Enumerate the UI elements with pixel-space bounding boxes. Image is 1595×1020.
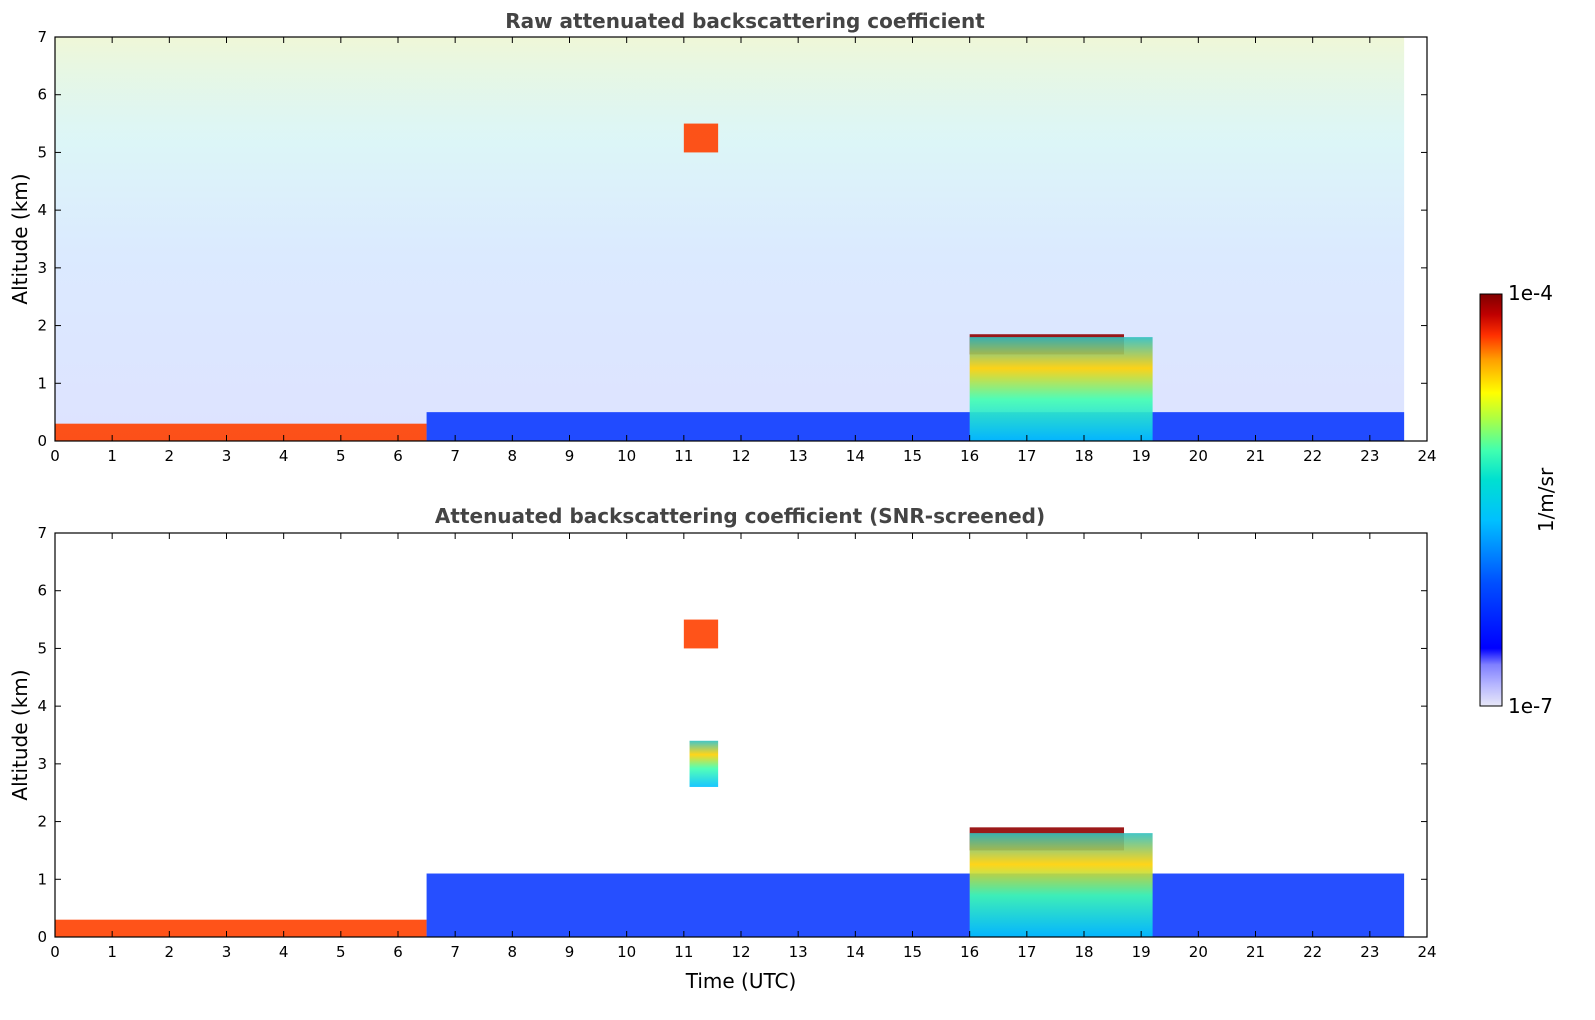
x-tick-label: 12 xyxy=(731,447,750,465)
x-tick-label: 16 xyxy=(960,447,979,465)
x-tick-label: 7 xyxy=(450,447,460,465)
x-tick-label: 6 xyxy=(393,943,403,961)
x-tick-label: 19 xyxy=(1132,943,1151,961)
feature-surface-layer xyxy=(55,423,427,441)
feature-mid-feature xyxy=(689,740,719,787)
x-tick-label: 21 xyxy=(1246,943,1265,961)
feature-precipitation xyxy=(969,337,1153,441)
x-tick-label: 3 xyxy=(222,447,232,465)
x-tick-label: 11 xyxy=(674,447,693,465)
y-tick-label: 6 xyxy=(37,86,47,104)
y-tick-label: 0 xyxy=(37,432,47,450)
y-tick-label: 4 xyxy=(37,201,47,219)
x-tick-label: 20 xyxy=(1189,943,1208,961)
x-tick-label: 11 xyxy=(674,943,693,961)
x-tick-label: 8 xyxy=(508,943,518,961)
x-tick-label: 14 xyxy=(846,943,865,961)
x-tick-label: 2 xyxy=(165,447,175,465)
screened-y-axis: 0 1 2 3 4 5 6 7 xyxy=(37,524,1427,946)
x-tick-label: 7 xyxy=(450,943,460,961)
x-tick-label: 15 xyxy=(903,943,922,961)
x-axis-label: Time (UTC) xyxy=(685,969,797,993)
y-tick-label: 6 xyxy=(37,582,47,600)
noise-field xyxy=(55,37,1405,441)
x-tick-label: 20 xyxy=(1189,447,1208,465)
colorbar-min-label: 1e-7 xyxy=(1508,694,1553,718)
x-tick-label: 17 xyxy=(1017,447,1036,465)
y-tick-label: 7 xyxy=(37,28,47,46)
x-tick-label: 18 xyxy=(1074,943,1093,961)
y-tick-label: 3 xyxy=(37,259,47,277)
x-tick-label: 23 xyxy=(1360,447,1379,465)
x-tick-label: 23 xyxy=(1360,943,1379,961)
y-tick-label: 4 xyxy=(37,697,47,715)
x-tick-label: 13 xyxy=(789,447,808,465)
y-tick-label: 3 xyxy=(37,755,47,773)
x-tick-label: 24 xyxy=(1417,447,1436,465)
raw-panel-title: Raw attenuated backscattering coefficien… xyxy=(505,9,985,33)
screened-panel-title: Attenuated backscattering coefficient (S… xyxy=(435,504,1045,528)
x-tick-label: 16 xyxy=(960,943,979,961)
y-tick-label: 2 xyxy=(37,813,47,831)
x-tick-label: 2 xyxy=(165,943,175,961)
x-tick-label: 5 xyxy=(336,943,346,961)
colorbar-gradient xyxy=(1479,293,1503,707)
colorbar-units-label: 1/m/sr xyxy=(1534,467,1558,532)
x-tick-label: 10 xyxy=(617,943,636,961)
x-tick-label: 9 xyxy=(565,447,575,465)
raw-y-axis-label: Altitude (km) xyxy=(8,173,32,304)
feature-precipitation xyxy=(969,833,1153,937)
x-tick-label: 4 xyxy=(279,943,289,961)
x-tick-label: 1 xyxy=(107,943,117,961)
raw-y-axis: 0 1 2 3 4 5 6 7 xyxy=(37,28,1427,450)
x-tick-label: 1 xyxy=(107,447,117,465)
feature-boundary-layer xyxy=(426,873,1405,937)
x-tick-label: 19 xyxy=(1132,447,1151,465)
x-tick-label: 0 xyxy=(50,943,60,961)
y-tick-label: 1 xyxy=(37,870,47,888)
x-tick-label: 13 xyxy=(789,943,808,961)
x-tick-label: 24 xyxy=(1417,943,1436,961)
x-tick-label: 22 xyxy=(1303,447,1322,465)
x-tick-label: 9 xyxy=(565,943,575,961)
screened-panel: Attenuated backscattering coefficient (S… xyxy=(8,504,1437,993)
feature-elevated-aerosol xyxy=(683,123,719,153)
y-tick-label: 1 xyxy=(37,374,47,392)
x-tick-label: 4 xyxy=(279,447,289,465)
y-tick-label: 5 xyxy=(37,143,47,161)
y-tick-label: 0 xyxy=(37,928,47,946)
colorbar-max-label: 1e-4 xyxy=(1508,281,1553,305)
raw-panel: Raw attenuated backscattering coefficien… xyxy=(8,9,1437,465)
x-tick-label: 3 xyxy=(222,943,232,961)
x-tick-label: 5 xyxy=(336,447,346,465)
feature-surface-layer xyxy=(55,919,427,937)
x-tick-label: 15 xyxy=(903,447,922,465)
x-tick-label: 18 xyxy=(1074,447,1093,465)
raw-x-axis: 0 1 2 3 4 5 6 7 8 9 10 11 12 13 14 15 16 17 18 19 20 21 22 23 24 xyxy=(50,37,1437,465)
x-tick-label: 6 xyxy=(393,447,403,465)
y-tick-label: 7 xyxy=(37,524,47,542)
x-tick-label: 22 xyxy=(1303,943,1322,961)
y-tick-label: 5 xyxy=(37,639,47,657)
raw-heatmap xyxy=(55,37,1405,441)
screened-x-axis: 0 1 2 3 4 5 6 7 8 9 10 11 12 13 14 15 16 17 18 19 20 21 22 23 24 xyxy=(50,533,1437,961)
feature-boundary-layer xyxy=(426,412,1405,441)
colorbar: 1e-4 1e-7 1/m/sr xyxy=(1479,281,1558,718)
x-tick-label: 8 xyxy=(508,447,518,465)
y-tick-label: 2 xyxy=(37,317,47,335)
screened-y-axis-label: Altitude (km) xyxy=(8,669,32,800)
x-tick-label: 10 xyxy=(617,447,636,465)
x-tick-label: 14 xyxy=(846,447,865,465)
screened-heatmap xyxy=(55,619,1405,937)
x-tick-label: 21 xyxy=(1246,447,1265,465)
x-tick-label: 0 xyxy=(50,447,60,465)
x-tick-label: 12 xyxy=(731,943,750,961)
x-tick-label: 17 xyxy=(1017,943,1036,961)
feature-elevated-aerosol xyxy=(683,619,719,649)
